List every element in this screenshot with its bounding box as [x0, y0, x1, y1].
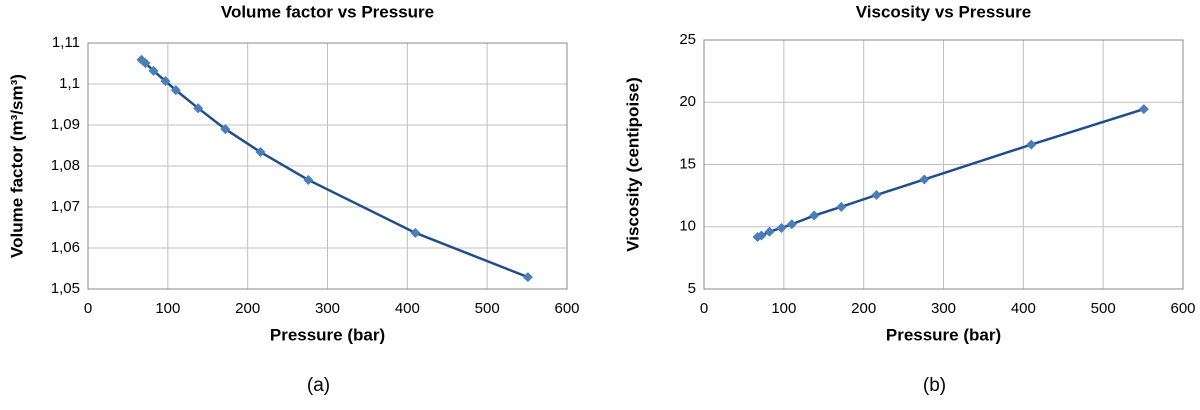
y-tick-label: 15	[679, 155, 696, 172]
caption: (a)	[307, 375, 330, 396]
x-tick-label: 600	[554, 300, 579, 317]
data-point	[1138, 104, 1149, 115]
x-axis-label: Pressure (bar)	[886, 325, 1001, 344]
x-tick-label: 100	[771, 300, 796, 317]
y-axis-label: Volume factor (m³/sm³)	[7, 74, 26, 258]
y-tick-label: 1,09	[51, 116, 80, 133]
data-point	[170, 85, 181, 96]
chart-title: Volume factor vs Pressure	[221, 2, 434, 21]
y-tick-label: 1,05	[51, 280, 80, 297]
data-point	[220, 124, 231, 135]
y-tick-label: 10	[679, 218, 696, 235]
x-tick-label: 600	[1170, 300, 1195, 317]
plot-frame	[703, 39, 1184, 290]
y-tick-label: 1,07	[51, 198, 80, 215]
caption: (b)	[923, 375, 946, 396]
y-tick-label: 1,06	[51, 239, 80, 256]
x-tick-label: 300	[315, 300, 340, 317]
data-point	[919, 174, 930, 185]
y-tick-label: 20	[679, 93, 696, 110]
data-point	[303, 174, 314, 185]
plot-frame	[87, 42, 568, 290]
x-tick-label: 0	[700, 300, 708, 317]
data-point	[193, 103, 204, 114]
data-point	[756, 230, 767, 241]
data-point	[410, 227, 421, 238]
data-point	[522, 272, 533, 283]
data-point	[140, 58, 151, 69]
data-point	[148, 65, 159, 76]
data-point	[786, 219, 797, 230]
y-axis-label: Viscosity (centipoise)	[623, 77, 642, 251]
x-tick-label: 500	[475, 300, 500, 317]
chart-title: Viscosity vs Pressure	[856, 2, 1031, 21]
data-point	[764, 226, 775, 237]
y-tick-label: 1,08	[51, 157, 80, 174]
x-axis-label: Pressure (bar)	[270, 325, 385, 344]
x-tick-label: 300	[931, 300, 956, 317]
y-tick-label: 5	[688, 280, 696, 297]
x-tick-label: 500	[1091, 300, 1116, 317]
data-point	[160, 76, 171, 87]
x-tick-label: 400	[1011, 300, 1036, 317]
data-point	[809, 210, 820, 221]
data-point	[776, 222, 787, 233]
x-tick-label: 0	[84, 300, 92, 317]
y-tick-label: 25	[679, 31, 696, 48]
data-point	[871, 190, 882, 201]
y-tick-label: 1,1	[59, 75, 80, 92]
data-point	[1026, 139, 1037, 150]
data-point	[255, 147, 266, 158]
x-tick-label: 200	[235, 300, 260, 317]
x-tick-label: 200	[851, 300, 876, 317]
data-point	[836, 201, 847, 212]
y-tick-label: 1,11	[52, 34, 80, 51]
series-line	[140, 58, 529, 279]
x-tick-label: 100	[155, 300, 180, 317]
x-tick-label: 400	[395, 300, 420, 317]
